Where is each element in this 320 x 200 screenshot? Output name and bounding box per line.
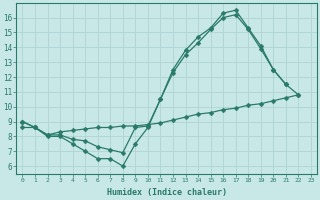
X-axis label: Humidex (Indice chaleur): Humidex (Indice chaleur) [107,188,227,197]
